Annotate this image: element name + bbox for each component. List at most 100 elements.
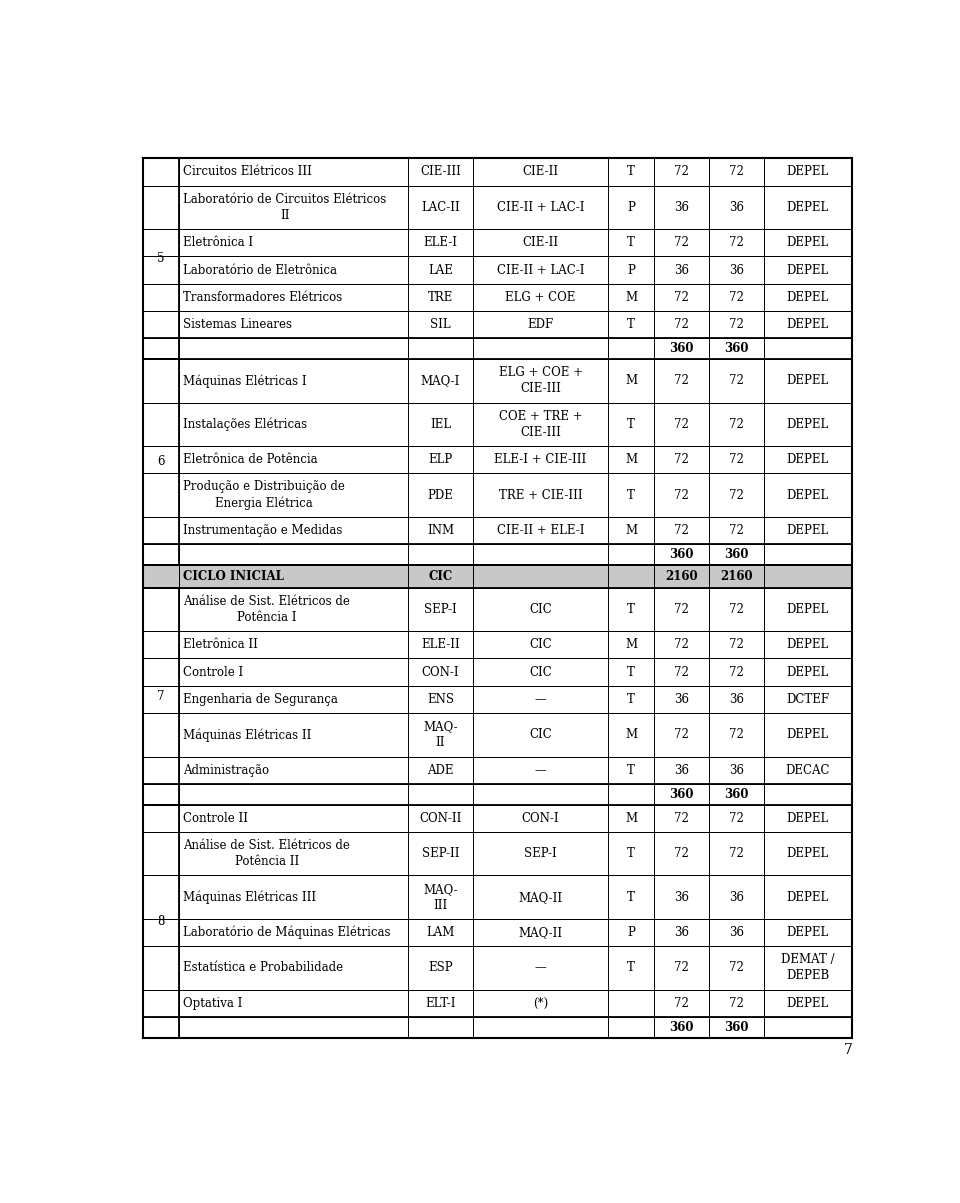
Text: CON-II: CON-II bbox=[420, 812, 462, 825]
Text: M: M bbox=[625, 374, 637, 387]
Text: DEPEL: DEPEL bbox=[787, 926, 829, 940]
Bar bbox=[143, 159, 180, 358]
Text: CICLO INICIAL: CICLO INICIAL bbox=[183, 570, 284, 582]
Text: CIE-II: CIE-II bbox=[522, 165, 559, 178]
Text: 72: 72 bbox=[674, 417, 689, 431]
Text: CIC: CIC bbox=[529, 665, 552, 678]
Bar bbox=[143, 565, 852, 587]
Text: —: — bbox=[535, 961, 546, 974]
Text: Instalações Elétricas: Instalações Elétricas bbox=[183, 417, 307, 431]
Text: DEPEL: DEPEL bbox=[787, 201, 829, 214]
Text: DEPEL: DEPEL bbox=[787, 639, 829, 651]
Text: DCTEF: DCTEF bbox=[786, 693, 829, 706]
Text: ESP: ESP bbox=[428, 961, 453, 974]
Text: DEPEL: DEPEL bbox=[787, 847, 829, 860]
Text: 72: 72 bbox=[729, 525, 744, 537]
Text: 8: 8 bbox=[157, 914, 165, 928]
Text: PDE: PDE bbox=[427, 488, 453, 502]
Text: 2160: 2160 bbox=[720, 570, 753, 582]
Text: P: P bbox=[627, 201, 635, 214]
Text: 360: 360 bbox=[669, 1021, 694, 1033]
Text: CIE-II + ELE-I: CIE-II + ELE-I bbox=[496, 525, 585, 537]
Text: CIC: CIC bbox=[529, 603, 552, 616]
Text: M: M bbox=[625, 525, 637, 537]
Text: Análise de Sist. Elétricos de
Potência II: Análise de Sist. Elétricos de Potência I… bbox=[183, 840, 350, 869]
Text: T: T bbox=[627, 417, 635, 431]
Text: 360: 360 bbox=[724, 549, 749, 561]
Text: 36: 36 bbox=[674, 263, 689, 277]
Text: ELG + COE: ELG + COE bbox=[505, 291, 576, 304]
Text: DEPEL: DEPEL bbox=[787, 728, 829, 741]
Text: 360: 360 bbox=[669, 788, 694, 801]
Text: 36: 36 bbox=[729, 693, 744, 706]
Bar bbox=[143, 358, 180, 565]
Text: T: T bbox=[627, 236, 635, 249]
Text: T: T bbox=[627, 165, 635, 178]
Text: 36: 36 bbox=[729, 263, 744, 277]
Text: T: T bbox=[627, 890, 635, 903]
Text: 360: 360 bbox=[669, 342, 694, 355]
Text: 72: 72 bbox=[674, 665, 689, 678]
Text: CON-I: CON-I bbox=[421, 665, 460, 678]
Text: Optativa I: Optativa I bbox=[183, 997, 243, 1009]
Text: DEPEL: DEPEL bbox=[787, 417, 829, 431]
Text: DEPEL: DEPEL bbox=[787, 525, 829, 537]
Text: Laboratório de Circuitos Elétricos
II: Laboratório de Circuitos Elétricos II bbox=[183, 192, 387, 221]
Text: DEPEL: DEPEL bbox=[787, 236, 829, 249]
Text: DECAC: DECAC bbox=[785, 764, 830, 777]
Text: —: — bbox=[535, 693, 546, 706]
Text: 360: 360 bbox=[724, 788, 749, 801]
Text: CIC: CIC bbox=[529, 728, 552, 741]
Text: Eletrônica I: Eletrônica I bbox=[183, 236, 253, 249]
Text: —: — bbox=[535, 764, 546, 777]
Text: LAE: LAE bbox=[428, 263, 453, 277]
Text: 72: 72 bbox=[729, 291, 744, 304]
Text: Engenharia de Segurança: Engenharia de Segurança bbox=[183, 693, 338, 706]
Text: 72: 72 bbox=[674, 236, 689, 249]
Text: DEPEL: DEPEL bbox=[787, 890, 829, 903]
Text: Circuitos Elétricos III: Circuitos Elétricos III bbox=[183, 165, 312, 178]
Text: 72: 72 bbox=[674, 812, 689, 825]
Text: Laboratório de Eletrônica: Laboratório de Eletrônica bbox=[183, 263, 337, 277]
Text: SEP-I: SEP-I bbox=[424, 603, 457, 616]
Text: Sistemas Lineares: Sistemas Lineares bbox=[183, 319, 293, 331]
Text: ELP: ELP bbox=[428, 454, 453, 467]
Text: ELE-I + CIE-III: ELE-I + CIE-III bbox=[494, 454, 587, 467]
Text: 7: 7 bbox=[157, 689, 165, 703]
Text: ELE-II: ELE-II bbox=[421, 639, 460, 651]
Text: 72: 72 bbox=[729, 847, 744, 860]
Text: 72: 72 bbox=[729, 997, 744, 1009]
Text: DEPEL: DEPEL bbox=[787, 488, 829, 502]
Text: Laboratório de Máquinas Elétricas: Laboratório de Máquinas Elétricas bbox=[183, 926, 391, 940]
Text: T: T bbox=[627, 603, 635, 616]
Text: Máquinas Elétricas III: Máquinas Elétricas III bbox=[183, 890, 317, 903]
Text: SIL: SIL bbox=[430, 319, 451, 331]
Text: 72: 72 bbox=[674, 374, 689, 387]
Text: 72: 72 bbox=[729, 374, 744, 387]
Text: 72: 72 bbox=[729, 728, 744, 741]
Text: Eletrônica de Potência: Eletrônica de Potência bbox=[183, 454, 318, 467]
Text: 72: 72 bbox=[729, 639, 744, 651]
Text: 72: 72 bbox=[674, 454, 689, 467]
Text: 72: 72 bbox=[674, 319, 689, 331]
Text: DEPEL: DEPEL bbox=[787, 454, 829, 467]
Text: 72: 72 bbox=[674, 488, 689, 502]
Text: 72: 72 bbox=[729, 665, 744, 678]
Text: 36: 36 bbox=[674, 201, 689, 214]
Text: 72: 72 bbox=[674, 847, 689, 860]
Text: Máquinas Elétricas II: Máquinas Elétricas II bbox=[183, 728, 312, 741]
Text: 72: 72 bbox=[729, 603, 744, 616]
Text: T: T bbox=[627, 764, 635, 777]
Text: EDF: EDF bbox=[527, 319, 554, 331]
Text: INM: INM bbox=[427, 525, 454, 537]
Text: 72: 72 bbox=[729, 488, 744, 502]
Text: CIE-II + LAC-I: CIE-II + LAC-I bbox=[496, 263, 585, 277]
Text: 72: 72 bbox=[674, 603, 689, 616]
Text: Produção e Distribuição de
Energia Elétrica: Produção e Distribuição de Energia Elétr… bbox=[183, 480, 346, 510]
Text: 36: 36 bbox=[729, 890, 744, 903]
Text: LAM: LAM bbox=[426, 926, 455, 940]
Text: 72: 72 bbox=[729, 454, 744, 467]
Text: (*): (*) bbox=[533, 997, 548, 1009]
Text: 72: 72 bbox=[729, 961, 744, 974]
Text: 72: 72 bbox=[674, 639, 689, 651]
